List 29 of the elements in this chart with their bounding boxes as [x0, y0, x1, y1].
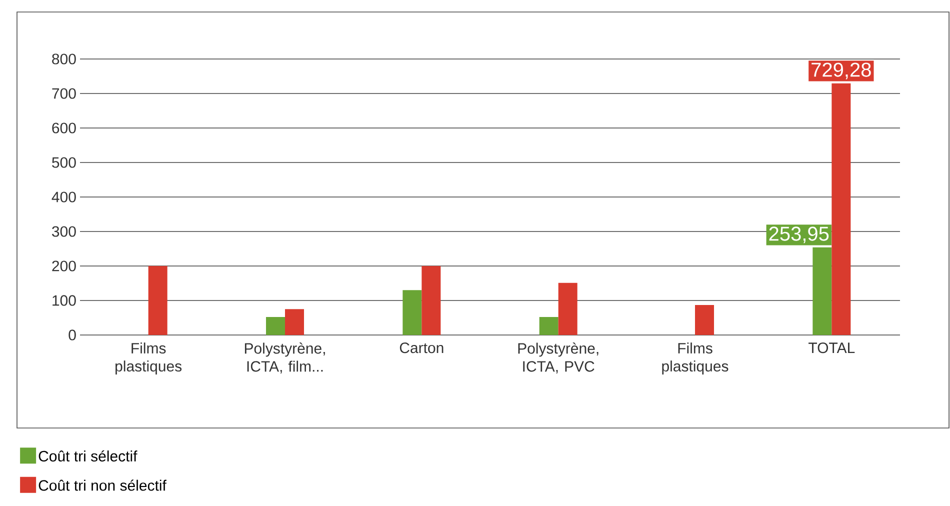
- x-tick-label: TOTAL: [808, 342, 855, 354]
- x-tick-label: Polystyrène, ICTA, PVC: [518, 342, 598, 374]
- y-tick-label: 200: [52, 260, 76, 272]
- bar: [402, 290, 422, 335]
- bar: [539, 317, 558, 335]
- y-tick-label: 100: [52, 295, 76, 306]
- bar: [285, 309, 304, 335]
- legend-label: Coût tri sélectif: [38, 450, 138, 462]
- data-label: 253,95: [769, 226, 829, 244]
- bar: [558, 282, 578, 335]
- legend-label: Coût tri non sélectif: [38, 480, 166, 491]
- y-tick-label: 500: [52, 157, 76, 168]
- data-label: 729,28: [812, 62, 871, 80]
- bar: [148, 266, 168, 335]
- y-tick-label: 400: [52, 192, 76, 202]
- y-tick-label: 300: [52, 226, 76, 237]
- bar: [266, 317, 286, 335]
- x-tick-label: Films plastiques: [662, 342, 728, 375]
- y-tick-label: 600: [52, 122, 76, 134]
- bar: [832, 83, 851, 335]
- y-tick-label: 800: [52, 54, 76, 64]
- bar: [422, 266, 441, 335]
- x-tick-label: Films plastiques: [116, 342, 182, 375]
- y-tick-label: 0: [68, 330, 76, 340]
- x-tick-label: Carton: [400, 342, 444, 354]
- x-tick-label: Polystyrène, ICTA, film...: [244, 342, 325, 374]
- bar: [812, 247, 832, 335]
- y-tick-label: 700: [52, 88, 76, 99]
- bar: [695, 304, 714, 335]
